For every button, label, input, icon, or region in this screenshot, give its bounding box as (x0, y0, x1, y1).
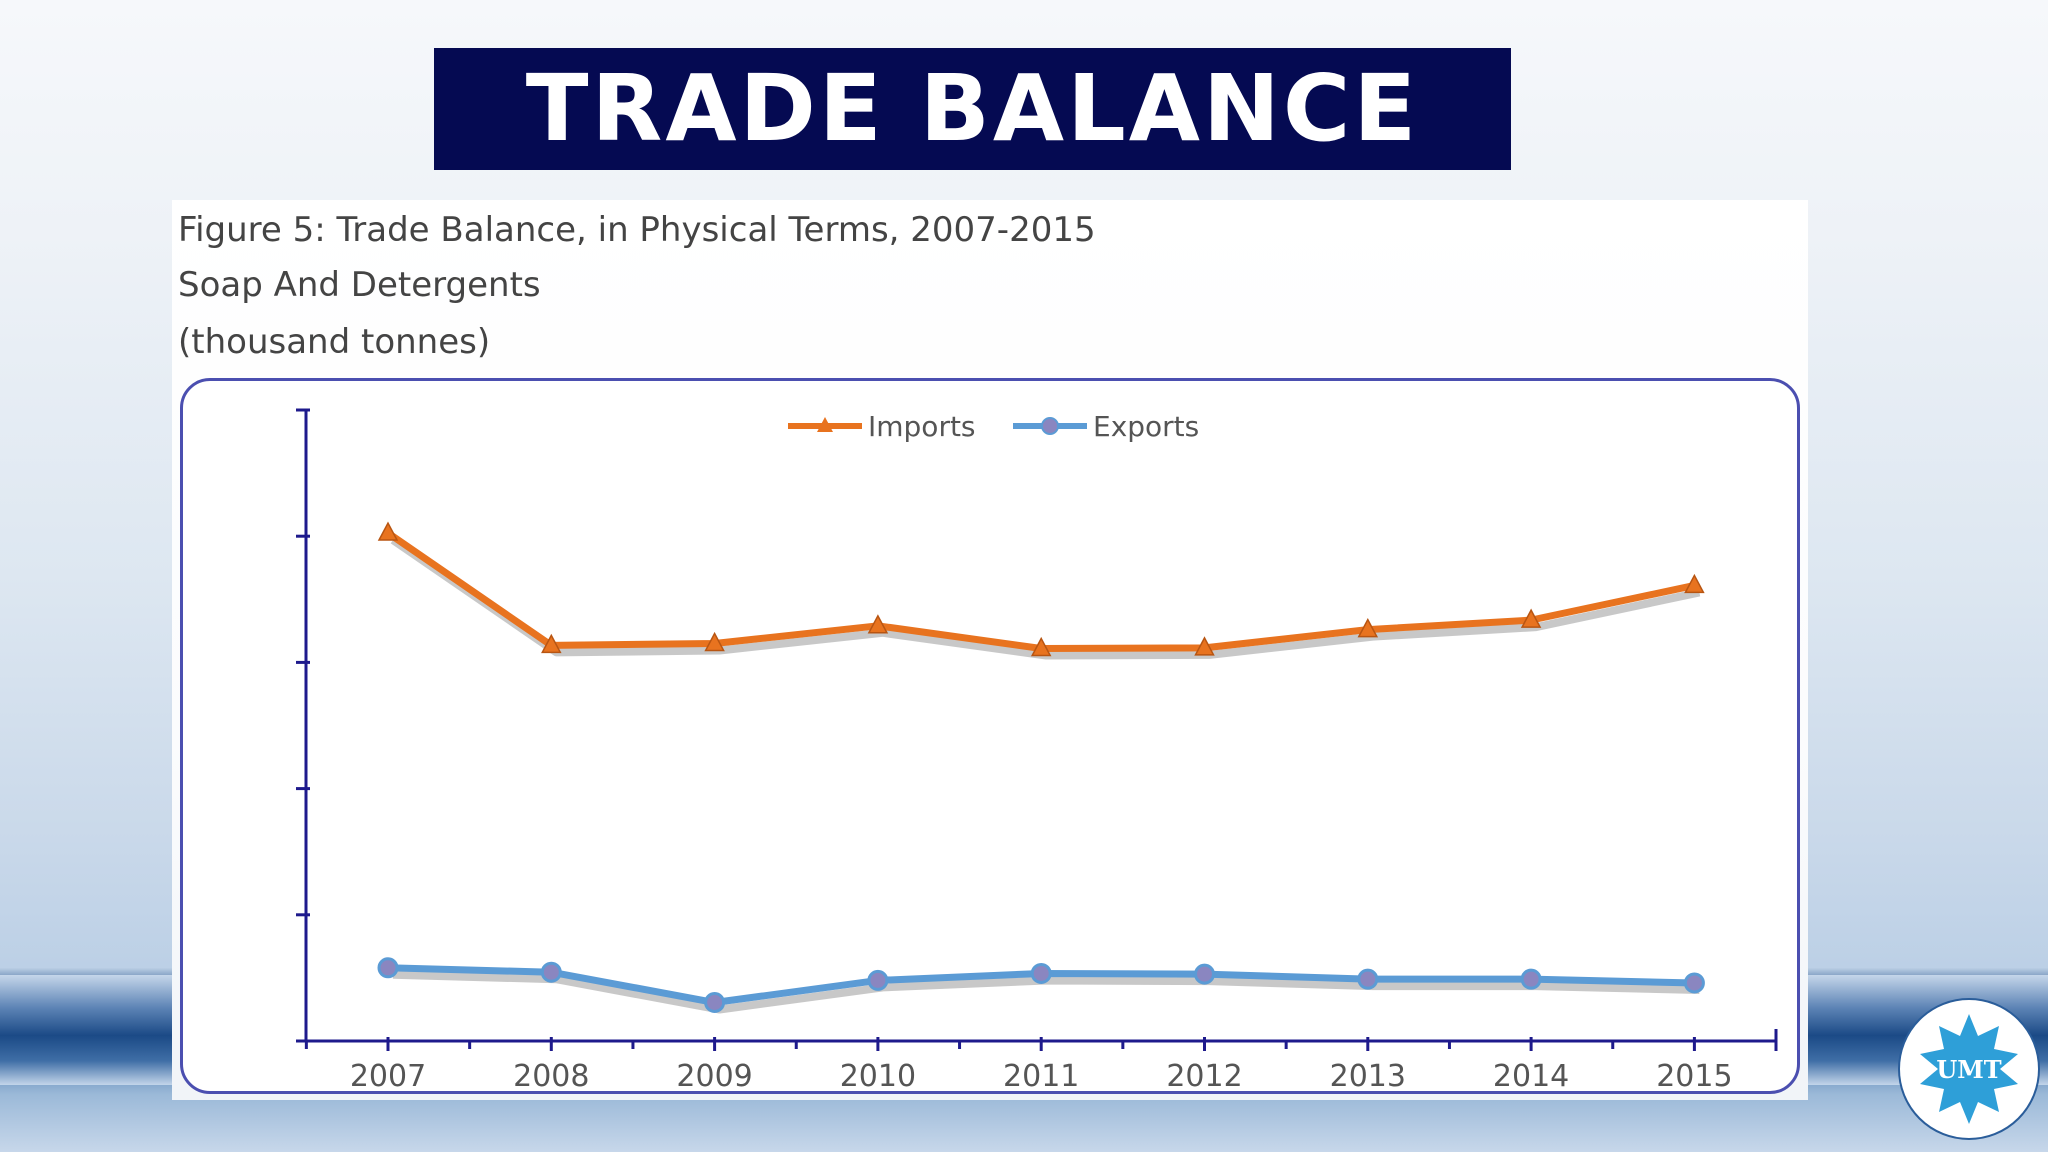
data-point-exports (1194, 963, 1215, 985)
x-tick-label: 2013 (1330, 1059, 1406, 1094)
figure-subtitle: Soap And Detergents (178, 265, 541, 305)
legend-marker-imports (817, 417, 833, 432)
logo-star-icon (1920, 1014, 2018, 1124)
x-tick-label: 2011 (1003, 1059, 1079, 1094)
slide-title: TRADE BALANCE (525, 55, 1420, 162)
logo-text: UMT (1936, 1055, 2001, 1084)
x-tick-label: 2015 (1656, 1059, 1732, 1094)
data-point-imports (377, 521, 399, 541)
x-tick-label: 2009 (676, 1059, 752, 1094)
data-point-imports (1030, 636, 1052, 657)
data-point-imports (867, 614, 889, 634)
legend-label-exports: Exports (1093, 410, 1199, 443)
x-tick-label: 2012 (1166, 1059, 1242, 1094)
university-logo: UMT (1898, 998, 2040, 1140)
data-point-imports (1357, 617, 1379, 638)
data-point-imports (1684, 573, 1705, 594)
data-point-exports (867, 969, 889, 991)
data-point-exports (1520, 968, 1542, 990)
x-tick-label: 2007 (350, 1059, 426, 1094)
data-point-imports (704, 631, 725, 652)
data-point-imports (1194, 636, 1215, 656)
data-point-imports (541, 633, 562, 654)
figure-caption: Figure 5: Trade Balance, in Physical Ter… (178, 210, 1096, 250)
legend-marker-exports (1041, 417, 1059, 435)
data-point-exports (1683, 972, 1705, 994)
x-tick-label: 2008 (513, 1059, 589, 1094)
data-point-exports (377, 957, 399, 979)
data-point-imports (1520, 608, 1542, 628)
data-point-exports (540, 961, 562, 983)
data-point-exports (704, 992, 726, 1014)
series-shadow-imports (390, 536, 1701, 660)
data-point-exports (1030, 962, 1052, 984)
data-point-exports (1357, 968, 1379, 990)
figure-unit-label: (thousand tonnes) (178, 322, 491, 362)
x-tick-label: 2010 (840, 1059, 916, 1094)
slide-title-banner: TRADE BALANCE (434, 48, 1511, 170)
x-tick-label: 2014 (1493, 1059, 1569, 1094)
legend-label-imports: Imports (868, 410, 976, 443)
